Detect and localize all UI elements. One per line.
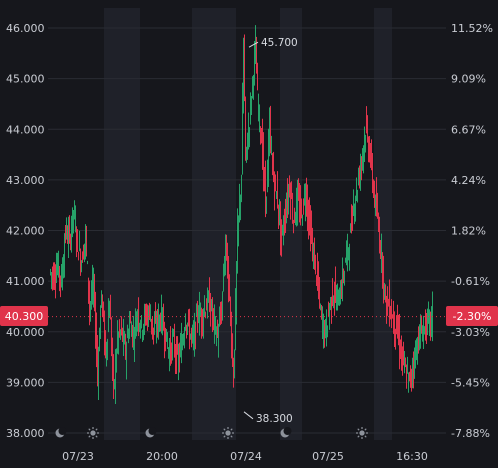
right-axis: 11.52% 9.09% 6.67% 4.24% 1.82% -0.61% -3.03% -5… (451, 22, 493, 440)
right-tick-4: 1.82% (451, 225, 486, 238)
left-tick-1: 45.000 (6, 73, 45, 86)
right-tick-3: 4.24% (451, 174, 486, 187)
moon-icon (145, 427, 157, 438)
x-tick-1: 20:00 (146, 450, 178, 463)
right-tick-1: 9.09% (451, 73, 486, 86)
candle-series (50, 25, 433, 405)
price-badges: 40.300 -2.30% (0, 306, 498, 326)
moon-icon (280, 427, 292, 438)
left-tick-7: 39.000 (6, 376, 45, 389)
left-tick-6: 40.000 (6, 326, 45, 339)
left-tick-0: 46.000 (6, 22, 45, 35)
session-band-3 (374, 8, 392, 440)
extreme-annotations: 45.700 38.300 (243, 37, 298, 425)
right-tick-6: -3.03% (451, 326, 490, 339)
left-tick-3: 43.000 (6, 174, 45, 187)
right-tick-2: 6.67% (451, 123, 486, 136)
low-marker-label: 38.300 (256, 413, 293, 425)
x-tick-0: 07/23 (62, 450, 94, 463)
left-axis: 46.000 45.000 44.000 43.000 42.000 41.000 40.0… (6, 22, 45, 440)
high-marker-line (248, 41, 259, 48)
right-tick-8: -7.88% (451, 427, 490, 440)
session-band-0 (104, 8, 140, 440)
sun-icon (222, 427, 234, 439)
x-axis: 07/23 20:00 07/24 07/25 16:30 (62, 450, 428, 463)
moon-icon (55, 427, 67, 438)
x-tick-3: 07/25 (312, 450, 344, 463)
left-tick-8: 38.000 (6, 427, 45, 440)
left-tick-4: 42.000 (6, 225, 45, 238)
sun-icon (87, 427, 99, 439)
x-tick-2: 07/24 (230, 450, 262, 463)
left-tick-5: 41.000 (6, 275, 45, 288)
x-tick-4: 16:30 (396, 450, 428, 463)
low-marker-line (243, 411, 254, 420)
session-bands (104, 8, 392, 440)
left-tick-2: 44.000 (6, 123, 45, 136)
session-band-1 (192, 8, 236, 440)
current-change-badge-right (446, 306, 498, 326)
current-change-label: -2.30% (453, 310, 492, 323)
current-price-badge-left (0, 306, 48, 326)
right-tick-0: 11.52% (451, 22, 493, 35)
right-tick-7: -5.45% (451, 376, 490, 389)
right-tick-5: -0.61% (451, 275, 490, 288)
session-icons (55, 427, 368, 439)
high-marker-label: 45.700 (261, 37, 298, 49)
current-price-label: 40.300 (5, 310, 44, 323)
sun-icon (356, 427, 368, 439)
